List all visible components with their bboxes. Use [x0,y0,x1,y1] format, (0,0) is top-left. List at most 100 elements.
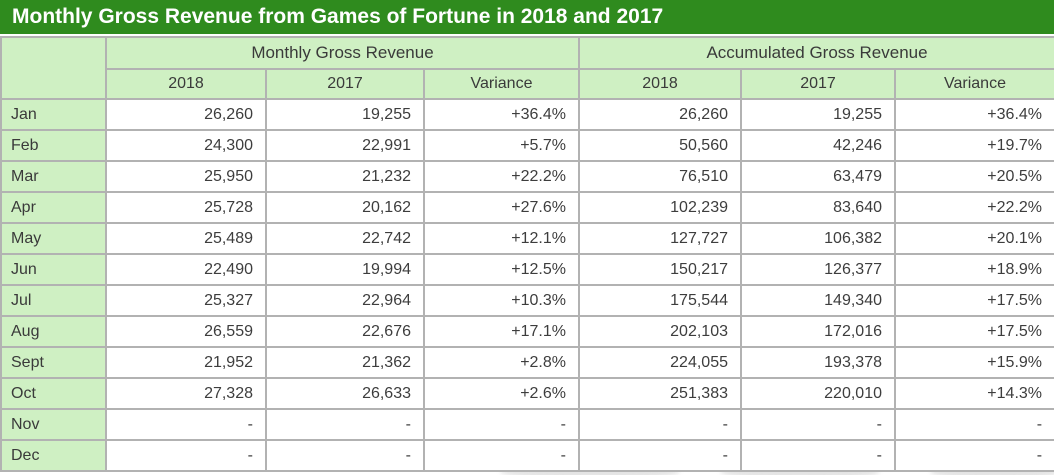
value-cell: 172,016 [740,315,896,348]
value-cell: +2.8% [423,346,580,379]
value-cell: 83,640 [740,191,896,224]
table-body: Jan 26,260 19,255 +36.4% 26,260 19,255 +36.4% F… [0,98,1054,472]
table-row: Mar 25,950 21,232 +22.2% 76,510 63,479 +20.5% [0,160,1054,193]
value-cell: 149,340 [740,284,896,317]
value-cell: 19,255 [740,98,896,131]
table-row: Nov - - - - - - [0,408,1054,441]
value-cell: +14.3% [893,377,1054,410]
value-cell: - [740,408,896,441]
value-cell: 26,260 [105,98,267,131]
value-cell: 25,489 [105,222,267,255]
value-cell: 25,728 [105,191,267,224]
value-cell: 126,377 [740,253,896,286]
value-cell: 25,327 [105,284,267,317]
value-cell: +17.1% [423,315,580,348]
month-cell: Jan [0,98,107,131]
corner-cell [0,36,107,100]
value-cell: - [578,408,742,441]
value-cell: 50,560 [578,129,742,162]
value-cell: - [105,408,267,441]
table-header: Monthly Gross Revenue Accumulated Gross … [0,36,1054,100]
value-cell: +22.2% [423,160,580,193]
value-cell: 22,991 [265,129,425,162]
value-cell: - [265,408,425,441]
table-row: Apr 25,728 20,162 +27.6% 102,239 83,640 +22.2% [0,191,1054,224]
value-cell: +17.5% [893,284,1054,317]
table-row: Feb 24,300 22,991 +5.7% 50,560 42,246 +19.7% [0,129,1054,162]
value-cell: 251,383 [578,377,742,410]
table-row: Sept 21,952 21,362 +2.8% 224,055 193,378 +15.9… [0,346,1054,379]
column-header-monthly-2017: 2017 [265,68,425,100]
month-cell: May [0,222,107,255]
month-cell: Nov [0,408,107,441]
value-cell: 21,952 [105,346,267,379]
month-cell: Aug [0,315,107,348]
table-row: Oct 27,328 26,633 +2.6% 251,383 220,010 +14.3% [0,377,1054,410]
column-header-accumulated-2017: 2017 [740,68,896,100]
month-cell: Feb [0,129,107,162]
value-cell: 25,950 [105,160,267,193]
table-row: Dec - - - - - - [0,439,1054,472]
value-cell: 42,246 [740,129,896,162]
value-cell: 22,964 [265,284,425,317]
column-header-monthly-2018: 2018 [105,68,267,100]
value-cell: 76,510 [578,160,742,193]
column-header-monthly-variance: Variance [423,68,580,100]
value-cell: 20,162 [265,191,425,224]
value-cell: +10.3% [423,284,580,317]
value-cell: +12.5% [423,253,580,286]
value-cell: - [578,439,742,472]
month-cell: Dec [0,439,107,472]
value-cell: +20.1% [893,222,1054,255]
table-row: Aug 26,559 22,676 +17.1% 202,103 172,016 +17.5… [0,315,1054,348]
value-cell: 22,490 [105,253,267,286]
month-cell: Mar [0,160,107,193]
value-cell: +36.4% [893,98,1054,131]
value-cell: - [105,439,267,472]
value-cell: 26,559 [105,315,267,348]
revenue-table: Monthly Gross Revenue Accumulated Gross … [0,36,1054,472]
sub-header-row: 2018 2017 Variance 2018 2017 Variance [1,68,1054,100]
value-cell: 202,103 [578,315,742,348]
table-title: Monthly Gross Revenue from Games of Fort… [0,0,1054,34]
value-cell: +12.1% [423,222,580,255]
value-cell: - [893,439,1054,472]
month-cell: Jun [0,253,107,286]
value-cell: 26,633 [265,377,425,410]
value-cell: 21,232 [265,160,425,193]
value-cell: 22,676 [265,315,425,348]
value-cell: 220,010 [740,377,896,410]
value-cell: 19,994 [265,253,425,286]
value-cell: 22,742 [265,222,425,255]
value-cell: 26,260 [578,98,742,131]
month-cell: Sept [0,346,107,379]
group-header-monthly: Monthly Gross Revenue [105,36,580,70]
value-cell: 224,055 [578,346,742,379]
value-cell: +27.6% [423,191,580,224]
value-cell: - [740,439,896,472]
column-header-accumulated-variance: Variance [893,68,1054,100]
value-cell: 21,362 [265,346,425,379]
value-cell: 127,727 [578,222,742,255]
value-cell: - [893,408,1054,441]
table-row: Jan 26,260 19,255 +36.4% 26,260 19,255 +36.4% [0,98,1054,131]
value-cell: 175,544 [578,284,742,317]
value-cell: +20.5% [893,160,1054,193]
value-cell: 19,255 [265,98,425,131]
value-cell: +17.5% [893,315,1054,348]
value-cell: 193,378 [740,346,896,379]
value-cell: +18.9% [893,253,1054,286]
month-cell: Jul [0,284,107,317]
value-cell: +15.9% [893,346,1054,379]
value-cell: - [423,408,580,441]
value-cell: +22.2% [893,191,1054,224]
group-header-row: Monthly Gross Revenue Accumulated Gross … [0,36,1054,100]
month-cell: Oct [0,377,107,410]
column-header-accumulated-2018: 2018 [578,68,742,100]
value-cell: 27,328 [105,377,267,410]
month-cell: Apr [0,191,107,224]
value-cell: +36.4% [423,98,580,131]
value-cell: 150,217 [578,253,742,286]
value-cell: - [423,439,580,472]
